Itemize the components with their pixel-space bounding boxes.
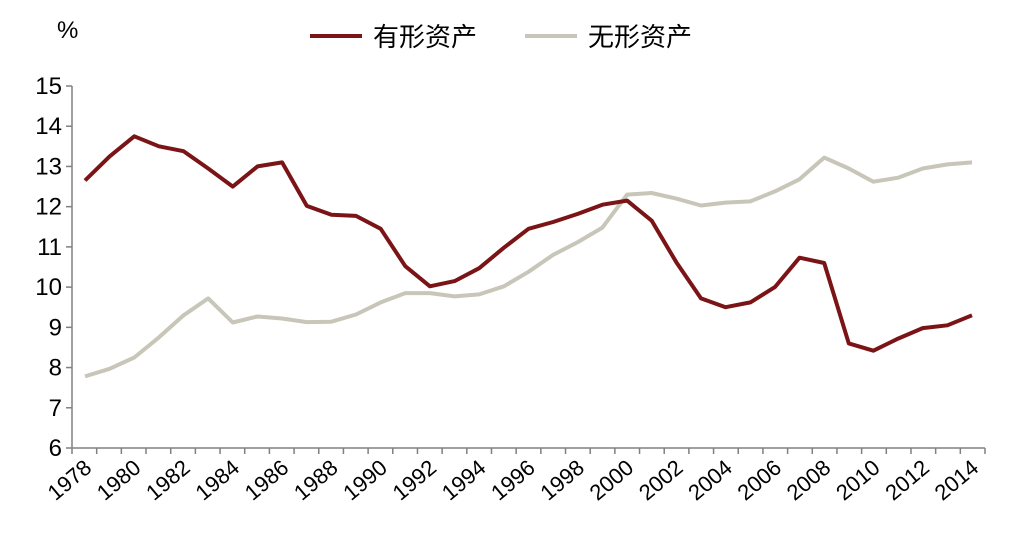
- x-tick-label: 2014: [930, 455, 984, 506]
- x-tick-label: 2000: [585, 455, 639, 506]
- series-line-intangible: [84, 155, 973, 379]
- x-tick-label: 1998: [535, 455, 589, 506]
- y-tick-label: 10: [35, 274, 62, 301]
- x-tick-label: 1994: [437, 455, 491, 506]
- x-tick-labels: 1978198019821984198619881990199219941996…: [43, 455, 984, 506]
- x-tick-label: 1988: [289, 455, 343, 506]
- x-tick-label: 1982: [141, 455, 195, 506]
- x-tick-label: 1990: [338, 455, 392, 506]
- y-tick-labels: 6 7 8 9 10 11 12 13 14 15: [35, 73, 62, 462]
- x-tick-label: 2004: [683, 455, 737, 506]
- y-unit-label: %: [57, 17, 78, 44]
- x-tick-label: 1986: [240, 455, 294, 506]
- legend-label-tangible: 有形资产: [373, 22, 477, 52]
- y-tick-label: 9: [49, 314, 62, 341]
- x-tick-label: 1992: [388, 455, 442, 506]
- x-tick-label: 2012: [880, 455, 934, 506]
- x-tick-label: 2010: [831, 455, 885, 506]
- legend-label-intangible: 无形资产: [588, 22, 692, 52]
- series-line-tangible: [83, 134, 973, 353]
- legend: 有形资产 无形资产: [310, 22, 692, 52]
- y-tick-label: 14: [35, 113, 62, 140]
- y-tick-label: 8: [49, 355, 62, 382]
- y-tick-label: 13: [35, 153, 62, 180]
- y-tick-label: 11: [37, 234, 62, 261]
- x-tick-label: 2008: [782, 455, 836, 506]
- x-tick-label: 2002: [634, 455, 688, 506]
- x-tick-label: 1996: [486, 455, 540, 506]
- y-tick-label: 15: [35, 73, 62, 100]
- y-tick-label: 12: [35, 194, 62, 221]
- y-tick-label: 6: [49, 435, 62, 462]
- y-tick-label: 7: [49, 395, 62, 422]
- x-tick-label: 1980: [92, 455, 146, 506]
- axes: [66, 85, 986, 454]
- series-layer: [83, 134, 973, 379]
- x-tick-label: 1978: [43, 455, 97, 506]
- x-tick-label: 1984: [190, 455, 244, 506]
- x-tick-label: 2006: [733, 455, 787, 506]
